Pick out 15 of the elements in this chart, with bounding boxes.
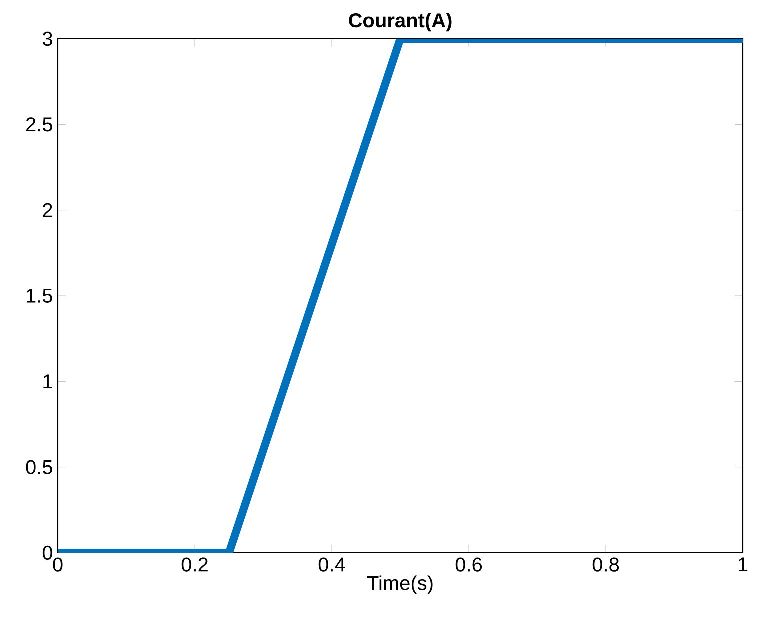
y-tick-label: 1.5 <box>27 289 52 303</box>
y-tick-label: 2.5 <box>26 118 52 132</box>
x-tick-label: 0.6 <box>456 558 482 572</box>
x-tick-label: 0.4 <box>318 558 346 572</box>
chart-title: Courant(A) <box>349 12 452 32</box>
x-tick-label: 0.8 <box>592 558 620 572</box>
x-axis-title: Time(s) <box>367 576 433 594</box>
y-tick-label: 0.5 <box>26 460 52 474</box>
y-tick-label: 0 <box>42 546 52 560</box>
y-tick-label: 3 <box>42 32 52 46</box>
x-tick-label: 1 <box>738 558 748 572</box>
y-tick-label: 2 <box>43 203 52 218</box>
x-tick-label: 0 <box>53 558 63 572</box>
x-tick-label: 0.2 <box>182 558 208 572</box>
y-tick-label: 1 <box>44 374 52 389</box>
